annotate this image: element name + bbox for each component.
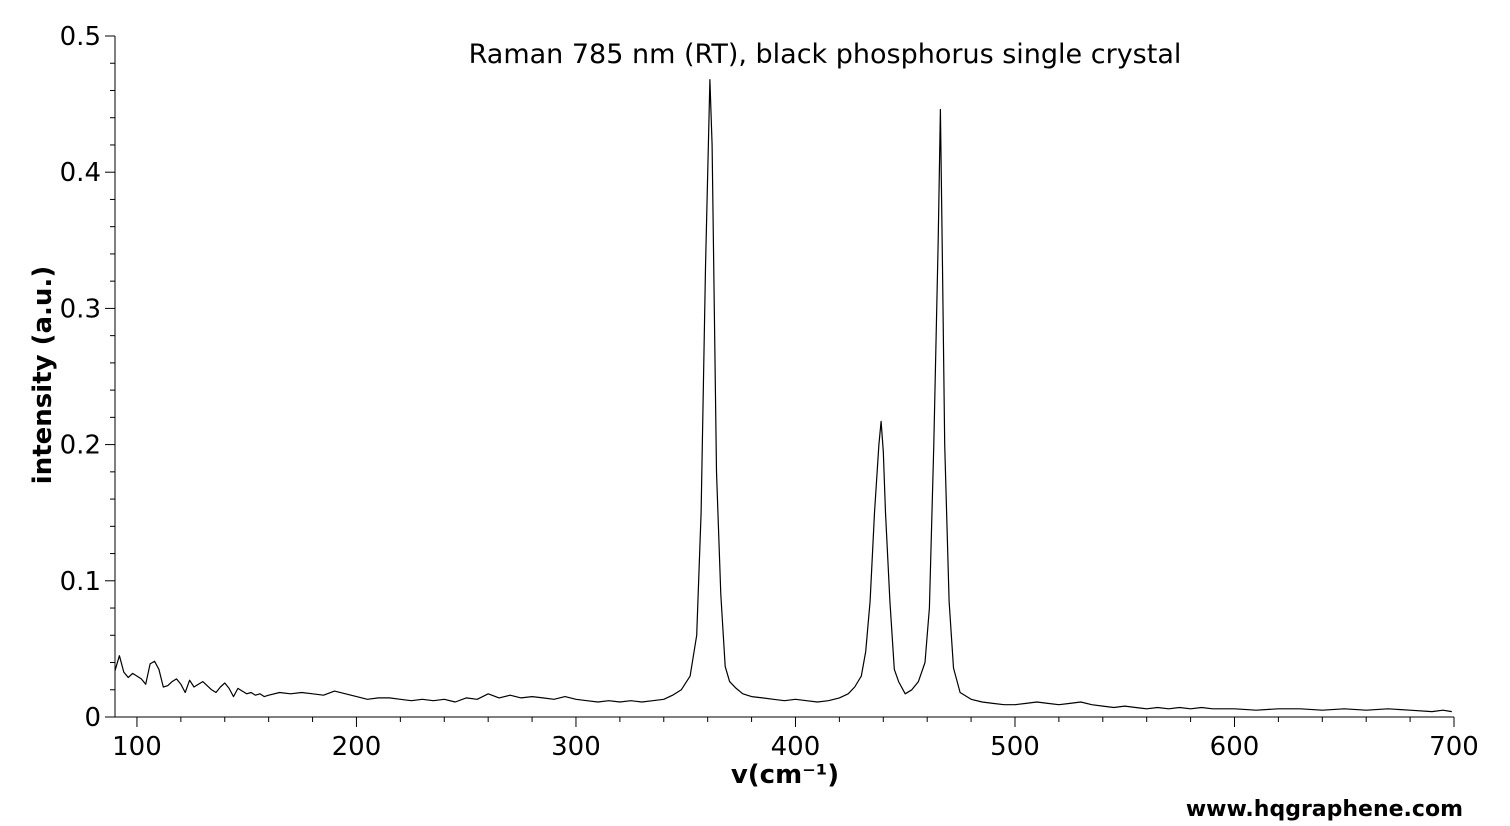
x-tick-label: 700 [1429, 732, 1479, 762]
plot-area [114, 78, 1452, 713]
x-tick-label: 500 [990, 732, 1040, 762]
x-tick-label: 200 [332, 732, 382, 762]
chart-title: Raman 785 nm (RT), black phosphorus sing… [469, 39, 1182, 70]
y-tick-label: 0 [84, 703, 101, 733]
watermark-text: www.hqgraphene.com [1186, 797, 1463, 822]
x-axis-label: v(cm⁻¹) [731, 760, 839, 790]
y-axis-label: intensity (a.u.) [28, 266, 58, 484]
y-tick-label: 0.2 [60, 431, 101, 461]
y-tick-label: 0.3 [60, 294, 101, 324]
chart-ticks: 0 0.1 0.2 0.3 0.4 0.5 100 200 300 400 500 600 700 [60, 22, 1479, 762]
x-tick-label: 100 [112, 732, 162, 762]
x-tick-label: 400 [771, 732, 821, 762]
y-tick-label: 0.1 [60, 567, 101, 597]
chart-axes [114, 36, 1454, 718]
y-tick-label: 0.5 [60, 22, 101, 52]
x-tick-label: 300 [551, 732, 601, 762]
x-tick-label: 600 [1210, 732, 1260, 762]
spectrum-line-0 [114, 78, 1452, 713]
y-tick-label: 0.4 [60, 158, 101, 188]
